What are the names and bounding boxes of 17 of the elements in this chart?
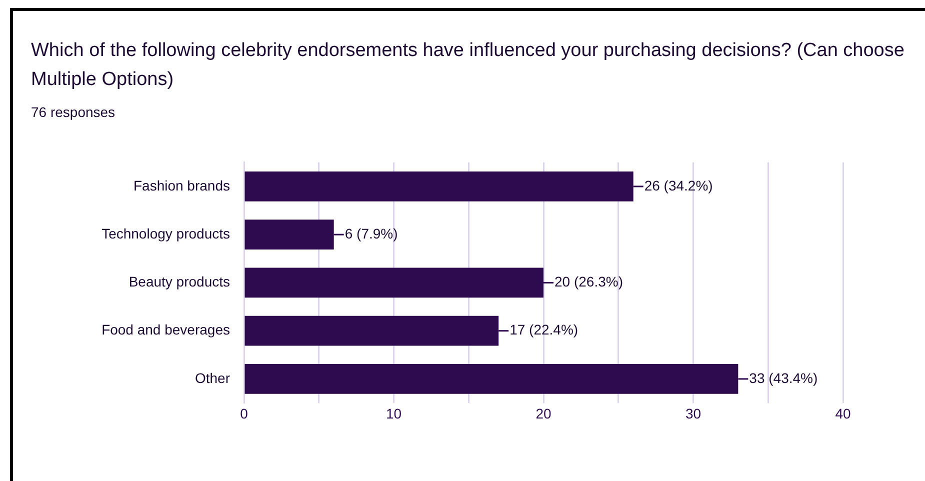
data-label: 20 (26.3%) [554,274,623,290]
data-label: 26 (34.2%) [644,177,713,194]
y-tick-label: Food and beverages [102,322,230,338]
x-tick-label: 30 [685,405,702,422]
y-tick-label: Fashion brands [133,177,230,194]
chart-title: Which of the following celebrity endorsements have influenced your purchasing decisions? (Can choose Multiple Options) [31,39,906,92]
x-tick-label: 20 [536,405,552,422]
data-label: 17 (22.4%) [510,322,578,338]
y-tick-label: Other [194,370,230,386]
x-tick-label: 10 [386,405,402,422]
y-tick-label: Beauty products [128,274,230,290]
data-label: 33 (43.4%) [749,370,818,386]
x-tick-label: 40 [835,405,851,422]
data-label: 6 (7.9%) [344,225,398,242]
y-tick-label: Technology products [102,225,230,242]
text: 76 responses [31,104,116,120]
x-tick-label: 0 [240,405,248,422]
